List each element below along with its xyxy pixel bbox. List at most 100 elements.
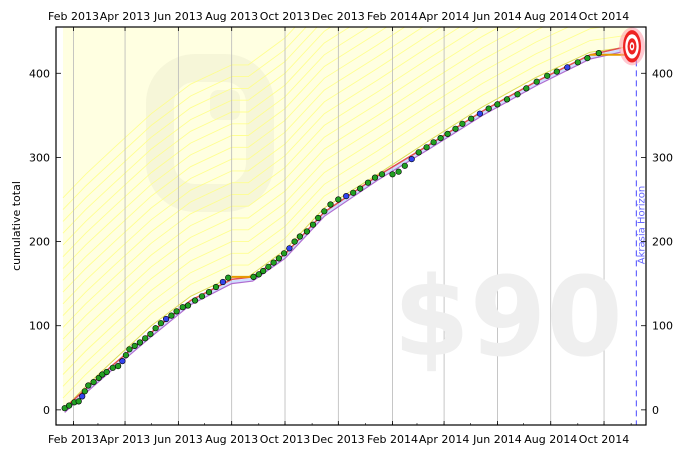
data-points xyxy=(61,49,602,412)
data-point xyxy=(523,85,530,92)
data-point xyxy=(378,171,386,178)
data-point xyxy=(415,149,422,156)
data-point xyxy=(152,325,159,332)
data-point xyxy=(225,274,232,281)
plot-frame xyxy=(55,26,647,426)
data-point xyxy=(131,342,138,350)
data-point xyxy=(65,402,73,409)
x-tick-label-bottom: Oct 2014 xyxy=(579,433,630,446)
amount-watermark: $90 xyxy=(393,253,623,381)
data-point xyxy=(136,339,143,346)
x-tick-label-top: Jun 2013 xyxy=(153,10,203,23)
data-point xyxy=(350,189,357,196)
data-point xyxy=(389,171,396,178)
data-point xyxy=(291,238,298,245)
data-point xyxy=(163,315,170,323)
data-point xyxy=(321,208,328,215)
data-point xyxy=(212,283,220,291)
data-point xyxy=(423,144,430,151)
data-point xyxy=(401,162,408,169)
data-point xyxy=(485,105,492,112)
x-tick-label-top: Oct 2014 xyxy=(579,10,630,23)
y-tick-label-left: 300 xyxy=(29,151,50,164)
data-point xyxy=(79,393,86,400)
data-point xyxy=(119,358,126,365)
data-point xyxy=(395,168,402,175)
data-point xyxy=(275,255,283,262)
data-point xyxy=(315,214,322,222)
y-tick-label-right: 300 xyxy=(652,151,673,164)
x-tick-label-bottom: Apr 2014 xyxy=(419,433,470,446)
data-point xyxy=(85,382,92,389)
x-tick-label-top: Feb 2013 xyxy=(48,10,99,23)
data-point xyxy=(81,388,88,395)
x-tick-label-bottom: Jun 2014 xyxy=(472,433,522,446)
x-tick-label-top: Feb 2014 xyxy=(367,10,418,23)
data-point xyxy=(544,72,551,79)
data-point xyxy=(514,91,521,98)
y-tick-label-right: 100 xyxy=(652,320,673,333)
data-point xyxy=(303,228,311,235)
data-point xyxy=(114,363,122,370)
data-point xyxy=(437,135,444,142)
data-point xyxy=(286,245,293,252)
yellow-brick-road xyxy=(63,27,632,410)
data-point xyxy=(533,78,540,85)
data-point xyxy=(281,250,288,257)
data-point xyxy=(122,352,129,359)
x-tick-label-bottom: Aug 2014 xyxy=(524,433,577,446)
data-point xyxy=(90,379,97,386)
data-point xyxy=(459,120,466,127)
y-tick-label-left: 200 xyxy=(29,236,50,249)
data-point xyxy=(198,293,206,300)
y-axis-label: cumulative total xyxy=(10,181,23,271)
data-point xyxy=(343,193,350,200)
data-point xyxy=(408,156,415,163)
data-point xyxy=(270,259,277,266)
x-tick-label-top: Apr 2013 xyxy=(100,10,151,23)
y-tick-label-left: 400 xyxy=(29,67,50,80)
data-point xyxy=(364,179,372,186)
vertical-grid xyxy=(73,27,605,425)
data-point xyxy=(595,49,602,57)
x-tick-label-bottom: Aug 2013 xyxy=(205,433,258,446)
data-point xyxy=(109,364,116,371)
x-tick-label-top: Aug 2014 xyxy=(524,10,577,23)
data-point xyxy=(75,398,82,405)
data-point xyxy=(260,267,267,275)
smiley-watermark xyxy=(146,54,274,212)
x-tick-label-bottom: Oct 2013 xyxy=(260,433,311,446)
y-tick-label-left: 0 xyxy=(43,404,50,417)
data-point xyxy=(147,331,154,338)
data-point xyxy=(219,278,226,286)
data-point xyxy=(157,320,164,327)
data-point xyxy=(296,233,304,240)
x-tick-label-bottom: Feb 2013 xyxy=(48,433,99,446)
data-point xyxy=(142,335,149,342)
data-point xyxy=(357,185,364,192)
data-point xyxy=(173,308,180,315)
plot-content: $90 xyxy=(61,27,646,425)
data-point xyxy=(584,54,591,62)
y-tick-label-right: 200 xyxy=(652,236,673,249)
data-point xyxy=(371,174,379,181)
data-point xyxy=(126,346,133,353)
data-point xyxy=(205,289,213,296)
x-tick-label-bottom: Dec 2013 xyxy=(312,433,365,446)
akrasia-horizon-label: Akrasia Horizon xyxy=(636,186,647,264)
data-point xyxy=(103,368,110,376)
x-tick-label-bottom: Apr 2013 xyxy=(100,433,151,446)
data-point xyxy=(255,271,262,278)
data-point xyxy=(564,64,571,71)
data-point xyxy=(452,125,459,132)
data-point xyxy=(574,59,581,66)
data-point xyxy=(503,96,511,103)
y-tick-label-right: 400 xyxy=(652,67,673,80)
x-tick-label-top: Apr 2014 xyxy=(419,10,470,23)
x-tick-label-bottom: Jun 2013 xyxy=(153,433,203,446)
data-point xyxy=(335,196,342,203)
x-tick-label-top: Jun 2014 xyxy=(472,10,522,23)
data-point xyxy=(184,302,192,309)
